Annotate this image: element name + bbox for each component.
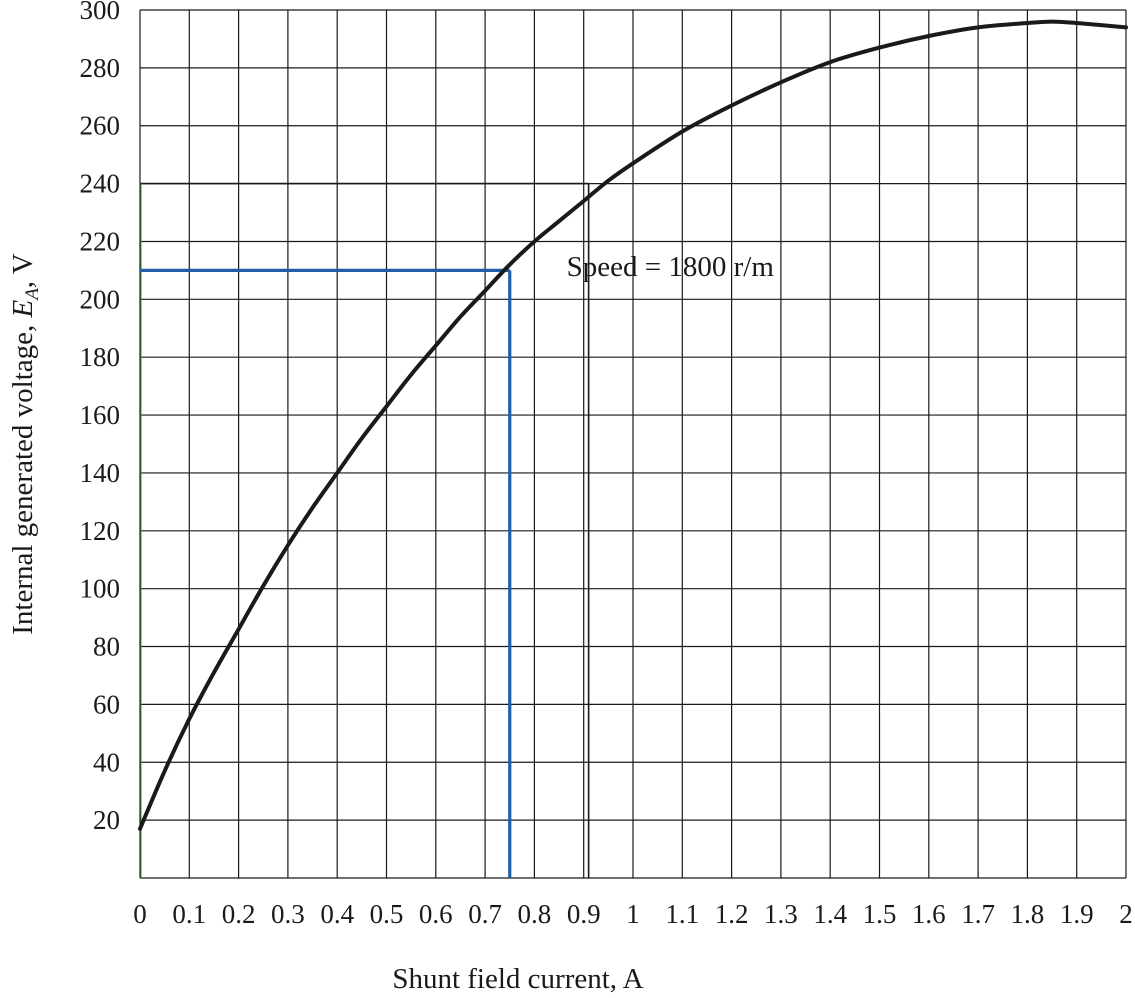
- x-tick-label-3: 0.3: [271, 899, 305, 929]
- x-tick-label-18: 1.8: [1011, 899, 1045, 929]
- x-tick-label-15: 1.5: [863, 899, 897, 929]
- x-tick-label-9: 0.9: [567, 899, 601, 929]
- y-tick-label-10: 220: [80, 226, 121, 256]
- speed-annotation: Speed = 1800 r/m: [567, 251, 775, 283]
- reference-lines: [140, 182, 590, 878]
- y-tick-labels: 20 40 60 80 100 120 140 160 180 200 220 240 260 280 30…: [80, 0, 121, 835]
- y-tick-label-14: 300: [80, 0, 121, 25]
- y-axis-title-prefix: Internal generated voltage,: [7, 318, 39, 635]
- x-tick-label-10: 1: [626, 899, 640, 929]
- y-tick-label-7: 160: [80, 400, 121, 430]
- y-tick-label-4: 100: [80, 574, 121, 604]
- x-axis-title: Shunt field current, A: [392, 963, 643, 995]
- y-tick-label-0: 20: [93, 805, 120, 835]
- y-tick-label-13: 280: [80, 53, 121, 83]
- x-tick-label-7: 0.7: [468, 899, 502, 929]
- x-tick-label-17: 1.7: [961, 899, 995, 929]
- y-tick-label-6: 140: [80, 458, 121, 488]
- x-tick-label-6: 0.6: [419, 899, 453, 929]
- y-axis-title-subscript: A: [22, 288, 43, 302]
- y-tick-label-8: 180: [80, 342, 121, 372]
- y-tick-label-2: 60: [93, 689, 120, 719]
- y-tick-label-1: 40: [93, 747, 120, 777]
- y-tick-label-12: 260: [80, 111, 121, 141]
- curve-layer: [138, 19, 1128, 831]
- x-tick-label-1: 0.1: [172, 899, 206, 929]
- magnetization-curve: [138, 19, 1128, 831]
- x-tick-labels: 0 0.1 0.2 0.3 0.4 0.5 0.6 0.7 0.8 0.9 1 1.1 1.2 1.3 1.…: [133, 899, 1133, 929]
- y-axis-title-symbol: E: [7, 300, 39, 319]
- y-tick-label-3: 80: [93, 632, 120, 662]
- x-tick-label-0: 0: [133, 899, 147, 929]
- x-tick-label-12: 1.2: [715, 899, 749, 929]
- x-tick-label-20: 2: [1119, 899, 1133, 929]
- y-axis-title: Internal generated voltage, EA, V: [7, 253, 43, 635]
- x-tick-label-19: 1.9: [1060, 899, 1094, 929]
- grid: [139, 9, 1127, 879]
- x-tick-label-4: 0.4: [320, 899, 354, 929]
- y-axis-title-suffix: , V: [7, 253, 39, 288]
- y-tick-label-11: 240: [80, 169, 121, 199]
- x-tick-label-13: 1.3: [764, 899, 798, 929]
- x-tick-label-14: 1.4: [813, 899, 847, 929]
- x-tick-label-2: 0.2: [222, 899, 256, 929]
- x-tick-label-11: 1.1: [665, 899, 699, 929]
- y-tick-label-9: 200: [80, 284, 121, 314]
- y-tick-label-5: 120: [80, 516, 121, 546]
- x-tick-label-16: 1.6: [912, 899, 946, 929]
- x-tick-label-8: 0.8: [518, 899, 552, 929]
- x-tick-label-5: 0.5: [370, 899, 404, 929]
